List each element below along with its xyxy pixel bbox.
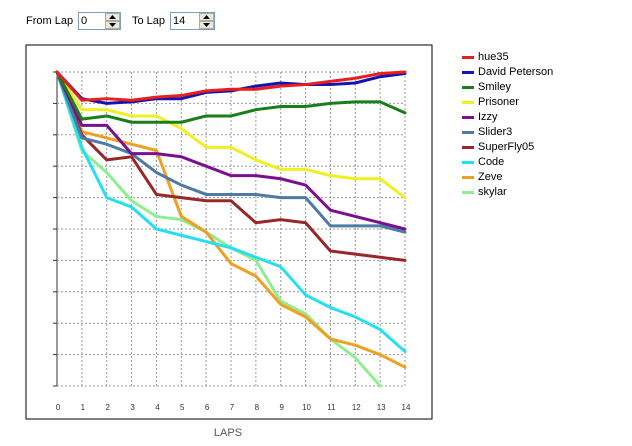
to-lap-input[interactable]	[171, 13, 200, 29]
x-axis-label: LAPS	[214, 427, 242, 439]
x-tick-label: 7	[230, 403, 235, 412]
x-tick-label: 10	[302, 403, 311, 412]
x-tick-label: 6	[205, 403, 210, 412]
legend: hue35 David Peterson Smiley Prisoner Izzy Sli…	[462, 51, 582, 201]
legend-swatch	[462, 116, 474, 119]
series-line-david-peterson	[55, 70, 407, 105]
series-line-superfly05	[55, 70, 407, 262]
legend-swatch	[462, 56, 474, 59]
x-tick-label: 8	[255, 403, 260, 412]
x-tick-label: 14	[402, 403, 411, 412]
from-lap-increment-button[interactable]	[105, 13, 120, 21]
legend-item: Prisoner	[462, 96, 582, 111]
x-tick-label: 13	[377, 403, 386, 412]
legend-swatch	[462, 86, 474, 89]
x-tick-label: 5	[180, 403, 185, 412]
legend-item: David Peterson	[462, 66, 582, 81]
arrow-up-icon	[109, 15, 116, 19]
legend-item: Code	[462, 156, 582, 171]
legend-label: hue35	[478, 51, 509, 63]
legend-label: Slider3	[478, 126, 513, 138]
legend-swatch	[462, 191, 474, 194]
legend-item: SuperFly05	[462, 141, 582, 156]
legend-item: Smiley	[462, 81, 582, 96]
series-line-zeve	[55, 70, 407, 369]
legend-item: hue35	[462, 51, 582, 66]
legend-item: Slider3	[462, 126, 582, 141]
from-lap-spinner[interactable]	[78, 12, 121, 30]
arrow-down-icon	[109, 23, 116, 27]
legend-swatch	[462, 176, 474, 179]
x-tick-labels: 0 1 2 3 4 5 6 7 8 9 10 11 12 13 14	[56, 403, 411, 412]
x-tick-label: 4	[155, 403, 160, 412]
from-lap-label: From Lap	[26, 15, 74, 27]
series-line-smiley	[55, 70, 407, 124]
legend-label: Prisoner	[478, 96, 519, 108]
legend-label: Zeve	[478, 171, 503, 183]
legend-swatch	[462, 146, 474, 149]
legend-label: Code	[478, 156, 505, 168]
x-tick-label: 1	[81, 403, 86, 412]
series-lines	[55, 70, 407, 388]
legend-swatch	[462, 131, 474, 134]
series-line-prisoner	[55, 70, 407, 200]
to-lap-decrement-button[interactable]	[199, 21, 214, 29]
x-tick-label: 0	[56, 403, 61, 412]
series-line-hue35	[55, 70, 407, 102]
x-tick-label: 2	[105, 403, 110, 412]
legend-label: SuperFly05	[478, 141, 535, 153]
legend-swatch	[462, 101, 474, 104]
legend-label: David Peterson	[478, 66, 554, 78]
legend-item: Izzy	[462, 111, 582, 126]
legend-label: Smiley	[478, 81, 512, 93]
arrow-up-icon	[203, 15, 210, 19]
legend-swatch	[462, 161, 474, 164]
to-lap-increment-button[interactable]	[199, 13, 214, 21]
from-lap-decrement-button[interactable]	[105, 21, 120, 29]
series-line-slider3	[55, 70, 407, 234]
legend-label: Izzy	[478, 111, 498, 123]
x-tick-label: 9	[279, 403, 284, 412]
to-lap-spinner[interactable]	[170, 12, 215, 30]
plot-frame	[25, 44, 433, 420]
legend-swatch	[462, 71, 474, 74]
from-lap-input[interactable]	[79, 13, 106, 29]
x-tick-label: 11	[327, 403, 336, 412]
series-line-izzy	[55, 70, 407, 231]
x-tick-label: 3	[130, 403, 135, 412]
series-line-code	[55, 70, 407, 353]
legend-item: Zeve	[462, 171, 582, 186]
to-lap-label: To Lap	[132, 15, 166, 27]
x-tick-label: 12	[352, 403, 361, 412]
legend-label: skylar	[478, 186, 507, 198]
legend-item: skylar	[462, 186, 582, 201]
arrow-down-icon	[203, 23, 210, 27]
